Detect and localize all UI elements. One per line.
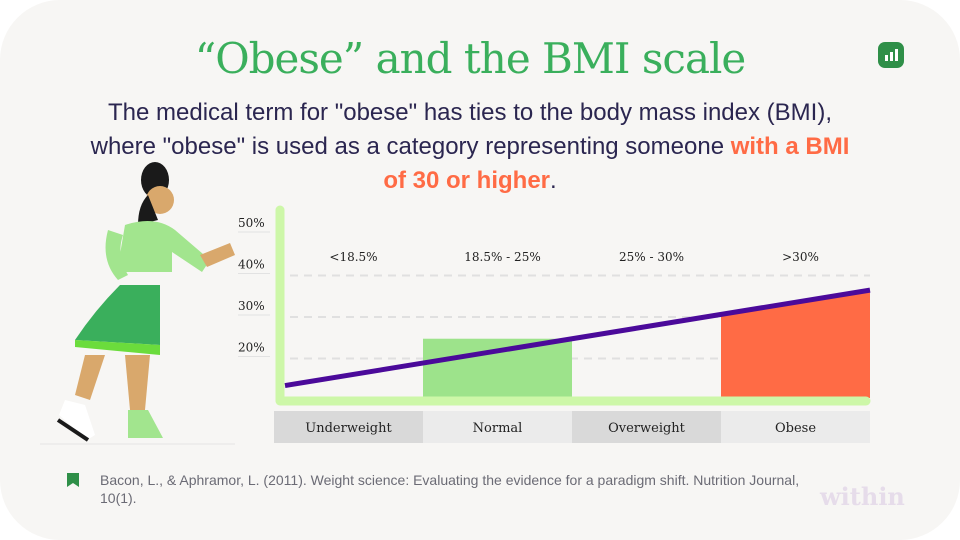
category-cell — [572, 411, 721, 443]
category-label: Normal — [473, 421, 523, 436]
brand-logo: within — [820, 482, 905, 511]
citation: Bacon, L., & Aphramor, L. (2011). Weight… — [67, 471, 820, 507]
trend-line — [284, 287, 871, 389]
highlight-text: with a BMI of 30 or higher — [383, 133, 850, 194]
category-label: Underweight — [305, 421, 392, 436]
page-title: “Obese” and the BMI scale — [194, 34, 747, 83]
category-cell — [274, 411, 423, 443]
bar-obese — [721, 290, 870, 398]
range-label: 18.5% - 25% — [464, 250, 540, 264]
y-tick-label: 50% — [238, 216, 265, 230]
woman-illustration — [40, 162, 235, 445]
range-label: <18.5% — [329, 250, 377, 264]
bookmark-icon — [67, 473, 79, 487]
bar-chart-icon — [878, 42, 904, 68]
category-label: Overweight — [608, 421, 686, 436]
range-label: 25% - 30% — [619, 250, 684, 264]
y-tick-label: 30% — [238, 299, 265, 313]
y-tick-label: 40% — [238, 258, 265, 272]
category-cell — [721, 411, 870, 443]
category-label: Obese — [775, 421, 816, 436]
range-label: >30% — [782, 250, 819, 264]
category-cell — [423, 411, 572, 443]
y-tick-label: 20% — [238, 341, 265, 355]
bar-normal — [423, 338, 572, 398]
subtitle: The medical term for "obese" has ties to… — [90, 99, 850, 194]
